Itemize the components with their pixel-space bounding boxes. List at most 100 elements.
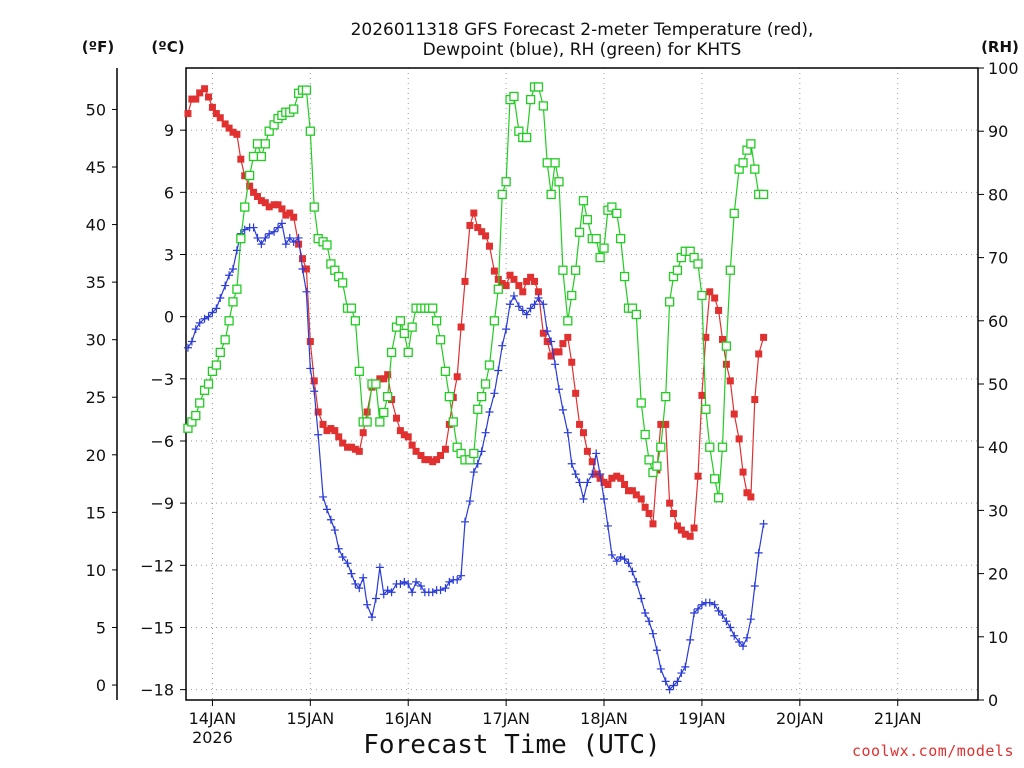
temperature-point bbox=[290, 213, 298, 221]
temperature-point bbox=[347, 443, 355, 451]
dewpoint-point bbox=[637, 594, 646, 603]
temperature-point bbox=[686, 532, 694, 540]
dewpoint-point bbox=[673, 677, 682, 686]
rh-point bbox=[750, 164, 760, 174]
dewpoint-point bbox=[294, 233, 303, 242]
rh-tick-label: 10 bbox=[988, 628, 1008, 647]
temperature-point bbox=[331, 427, 339, 435]
dewpoint-point bbox=[620, 555, 629, 564]
temperature-point bbox=[216, 114, 224, 122]
dewpoint-point bbox=[343, 559, 352, 568]
temperature-point bbox=[457, 323, 465, 331]
temperature-point bbox=[726, 377, 734, 385]
dewpoint-point bbox=[277, 219, 286, 228]
dewpoint-point bbox=[289, 238, 298, 247]
dewpoint-point bbox=[306, 364, 315, 373]
temperature-point bbox=[506, 271, 514, 279]
temperature-point bbox=[539, 329, 547, 337]
x-tick-label: 16JAN bbox=[384, 709, 432, 728]
x-tick-label: 14JAN bbox=[189, 709, 237, 728]
temperature-point bbox=[314, 408, 322, 416]
rh-point bbox=[640, 429, 650, 440]
dewpoint-point bbox=[195, 318, 204, 327]
temperature-point bbox=[466, 221, 474, 229]
temperature-point bbox=[421, 456, 429, 464]
rh-point bbox=[693, 259, 703, 269]
dewpoint-point bbox=[554, 385, 563, 394]
temperature-point bbox=[730, 410, 738, 418]
temperature-point bbox=[441, 445, 449, 453]
temperature-point bbox=[673, 522, 681, 530]
temperature-point bbox=[208, 103, 216, 111]
rh-point bbox=[746, 139, 756, 149]
dewpoint-point bbox=[705, 598, 714, 607]
temperature-point bbox=[380, 375, 388, 383]
temperature-point bbox=[282, 211, 290, 219]
temperature-point bbox=[490, 267, 498, 275]
dewpoint-point bbox=[730, 631, 739, 640]
dewpoint-point bbox=[539, 300, 548, 309]
temperature-point bbox=[551, 348, 559, 356]
c-tick-label: 6 bbox=[164, 183, 174, 202]
rh-point bbox=[672, 265, 683, 275]
dewpoint-point bbox=[461, 517, 470, 526]
temperature-point bbox=[250, 188, 258, 196]
temperature-point bbox=[600, 478, 608, 486]
temperature-point bbox=[498, 280, 506, 288]
rh-point bbox=[758, 189, 769, 200]
dewpoint-point bbox=[375, 563, 384, 572]
temperature-point bbox=[201, 85, 209, 93]
rh-tick-label: 20 bbox=[988, 565, 1008, 584]
temperature-point bbox=[327, 425, 335, 433]
dewpoint-point bbox=[363, 600, 372, 609]
rh-point bbox=[612, 208, 622, 219]
dewpoint-point bbox=[257, 240, 266, 249]
rh-point bbox=[428, 303, 438, 313]
dewpoint-point bbox=[212, 304, 221, 313]
rh-tick-label: 70 bbox=[988, 249, 1008, 268]
rh-point bbox=[386, 347, 397, 358]
temperature-point bbox=[662, 420, 670, 428]
dewpoint-point bbox=[183, 343, 192, 352]
temperature-point bbox=[404, 433, 412, 441]
rh-point bbox=[542, 158, 552, 168]
dewpoint-point bbox=[571, 470, 580, 479]
dewpoint-point bbox=[547, 337, 556, 346]
temperature-point bbox=[690, 524, 698, 532]
temperature-point bbox=[666, 499, 674, 507]
temperature-point bbox=[531, 277, 539, 285]
temperature-point bbox=[412, 447, 420, 455]
temperature-point bbox=[335, 433, 343, 441]
temperature-point bbox=[429, 458, 437, 466]
rh-point bbox=[480, 379, 491, 389]
temperature-point bbox=[743, 489, 751, 497]
temperature-point bbox=[735, 435, 743, 443]
temperature-point bbox=[470, 209, 478, 217]
chart-title-line2: Dewpoint (blue), RH (green) for KHTS bbox=[423, 40, 742, 60]
dewpoint-point bbox=[579, 495, 588, 504]
rh-point bbox=[354, 366, 364, 377]
x-tick-label: 17JAN bbox=[482, 709, 530, 728]
temperature-point bbox=[641, 503, 649, 511]
rh-point bbox=[717, 442, 728, 452]
temperature-point bbox=[715, 306, 723, 314]
temperature-point bbox=[755, 350, 763, 358]
temperature-point bbox=[192, 95, 200, 103]
temperature-point bbox=[221, 120, 229, 128]
dewpoint-point bbox=[746, 615, 755, 624]
temperature-point bbox=[702, 333, 710, 341]
rh-point bbox=[738, 158, 748, 168]
temperature-point bbox=[645, 510, 653, 518]
x-axis-title: Forecast Time (UTC) bbox=[363, 730, 661, 760]
temperature-point bbox=[453, 373, 461, 381]
rh-point bbox=[721, 341, 732, 351]
dewpoint-point bbox=[416, 582, 425, 591]
temperature-point bbox=[608, 474, 616, 482]
rh-point bbox=[710, 474, 720, 484]
temperature-point bbox=[188, 95, 196, 103]
rh-point bbox=[567, 290, 577, 301]
rh-point bbox=[522, 132, 532, 143]
dewpoint-point bbox=[204, 312, 213, 321]
rh-point bbox=[533, 82, 544, 92]
dewpoint-point bbox=[359, 573, 368, 582]
